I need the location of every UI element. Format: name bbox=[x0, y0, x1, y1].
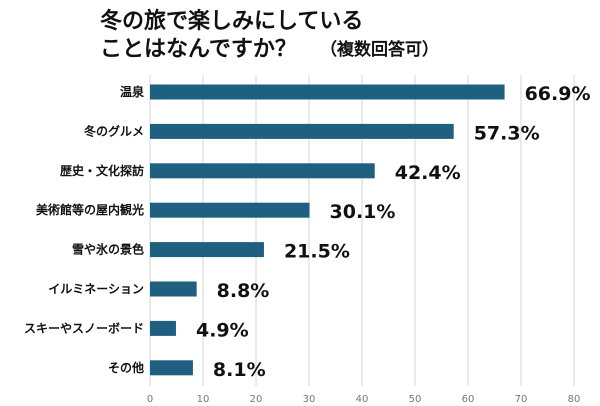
category-label: 美術館等の屋内観光 bbox=[36, 202, 144, 217]
chart-title-line-1: 冬の旅で楽しみにしている bbox=[100, 8, 363, 34]
x-tick-label: 40 bbox=[356, 394, 369, 405]
labels: 0 10 20 30 40 50 60 70 80 温泉 66.9% 冬のグルメ 57.3% 歴史・文化探… bbox=[24, 83, 591, 405]
chart-subtitle: （複数回答可） bbox=[320, 39, 439, 60]
x-tick-label: 20 bbox=[250, 394, 263, 405]
bars bbox=[150, 84, 505, 376]
category-label: 雪や氷の景色 bbox=[72, 242, 144, 257]
bar bbox=[150, 360, 193, 376]
value-label: 4.9% bbox=[196, 319, 249, 341]
category-label: 温泉 bbox=[120, 84, 145, 99]
bar bbox=[150, 202, 310, 218]
value-label: 21.5% bbox=[284, 241, 350, 263]
x-tick-label: 50 bbox=[409, 394, 422, 405]
category-label: スキーやスノーボード bbox=[24, 320, 144, 335]
bar bbox=[150, 123, 454, 139]
category-label: その他 bbox=[108, 360, 144, 375]
value-label: 42.4% bbox=[395, 162, 461, 184]
category-label: 歴史・文化探訪 bbox=[60, 163, 144, 178]
category-label: イルミネーション bbox=[48, 282, 144, 296]
value-label: 66.9% bbox=[525, 83, 591, 105]
x-tick-label: 0 bbox=[147, 394, 153, 405]
value-label: 8.1% bbox=[213, 359, 266, 381]
value-label: 8.8% bbox=[217, 280, 270, 302]
category-label: 冬のグルメ bbox=[84, 123, 144, 138]
bar bbox=[150, 281, 197, 297]
value-label: 30.1% bbox=[330, 201, 396, 223]
value-label: 57.3% bbox=[474, 122, 540, 144]
x-tick-label: 60 bbox=[462, 394, 475, 405]
bar bbox=[150, 242, 264, 258]
x-tick-label: 30 bbox=[303, 394, 316, 405]
chart-title-line-2: ことはなんですか？ bbox=[100, 37, 297, 62]
bar bbox=[150, 163, 375, 179]
bar bbox=[150, 320, 176, 336]
x-tick-label: 10 bbox=[197, 394, 210, 405]
bar bbox=[150, 84, 505, 100]
x-tick-label: 70 bbox=[515, 394, 528, 405]
x-tick-label: 80 bbox=[568, 394, 581, 405]
